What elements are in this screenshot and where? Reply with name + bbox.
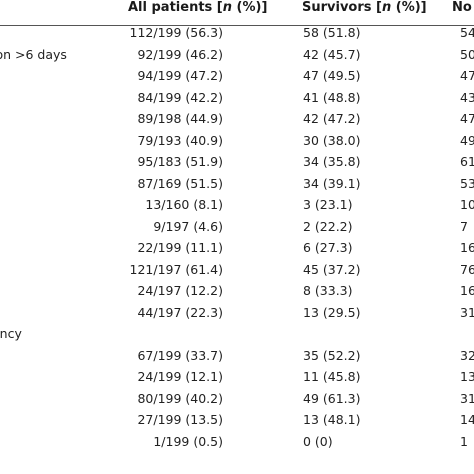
cell-all-patients: 79/193 (40.9): [137, 133, 223, 148]
cell-nonsurvivors: 31: [460, 305, 474, 320]
cell-survivors: 42 (45.7): [303, 47, 361, 62]
cell-nonsurvivors: 47: [460, 68, 474, 83]
cell-survivors: 11 (45.8): [303, 369, 361, 384]
cell-survivors: 49 (61.3): [303, 391, 361, 406]
cell-survivors: 13 (29.5): [303, 305, 361, 320]
cell-all-patients: 24/199 (12.1): [137, 369, 223, 384]
cell-nonsurvivors: 76: [460, 262, 474, 277]
cell-survivors: 41 (48.8): [303, 90, 361, 105]
cell-all-patients: 1/199 (0.5): [153, 434, 223, 449]
cell-survivors: 13 (48.1): [303, 412, 361, 427]
header-survivors: Survivors [n (%)]: [302, 0, 427, 16]
cell-survivors: 8 (33.3): [303, 283, 353, 298]
row-label: ancy: [0, 326, 22, 341]
cell-survivors: 42 (47.2): [303, 111, 361, 126]
cell-nonsurvivors: 43: [460, 90, 474, 105]
cell-nonsurvivors: 53: [460, 176, 474, 191]
cell-all-patients: 95/183 (51.9): [137, 154, 223, 169]
cell-all-patients: 13/160 (8.1): [145, 197, 223, 212]
cell-all-patients: 27/199 (13.5): [137, 412, 223, 427]
cell-nonsurvivors: 13: [460, 369, 474, 384]
cell-nonsurvivors: 61: [460, 154, 474, 169]
cell-survivors: 3 (23.1): [303, 197, 353, 212]
cell-all-patients: 112/199 (56.3): [129, 25, 224, 40]
cell-all-patients: 92/199 (46.2): [137, 47, 223, 62]
cell-all-patients: 24/197 (12.2): [137, 283, 223, 298]
cell-nonsurvivors: 1: [460, 434, 468, 449]
header-divider: [0, 25, 474, 26]
row-label: ion >6 days: [0, 47, 67, 62]
cell-survivors: 6 (27.3): [303, 240, 353, 255]
header-surv-suffix: (%)]: [391, 0, 427, 15]
header-surv-prefix: Survivors [: [302, 0, 382, 15]
cell-nonsurvivors: 54: [460, 25, 474, 40]
header-nonsurvivors: No: [452, 0, 472, 15]
cell-nonsurvivors: 50: [460, 47, 474, 62]
cell-nonsurvivors: 16: [460, 283, 474, 298]
cell-all-patients: 84/199 (42.2): [137, 90, 223, 105]
header-all-suffix: (%)]: [232, 0, 268, 15]
cell-nonsurvivors: 49: [460, 133, 474, 148]
cell-all-patients: 80/199 (40.2): [137, 391, 223, 406]
header-all-prefix: All patients [: [128, 0, 223, 15]
cell-survivors: 30 (38.0): [303, 133, 361, 148]
cell-survivors: 2 (22.2): [303, 219, 353, 234]
cell-nonsurvivors: 14: [460, 412, 474, 427]
cell-survivors: 0 (0): [303, 434, 333, 449]
cell-nonsurvivors: 31: [460, 391, 474, 406]
cell-all-patients: 44/197 (22.3): [137, 305, 223, 320]
cell-nonsurvivors: 47: [460, 111, 474, 126]
cell-survivors: 45 (37.2): [303, 262, 361, 277]
cell-all-patients: 22/199 (11.1): [137, 240, 223, 255]
cell-all-patients: 87/169 (51.5): [137, 176, 223, 191]
cell-all-patients: 121/197 (61.4): [129, 262, 224, 277]
cell-survivors: 58 (51.8): [303, 25, 361, 40]
cell-nonsurvivors: 7: [460, 219, 468, 234]
cell-nonsurvivors: 16: [460, 240, 474, 255]
cell-survivors: 35 (52.2): [303, 348, 361, 363]
cell-survivors: 47 (49.5): [303, 68, 361, 83]
cell-nonsurvivors: 10: [460, 197, 474, 212]
cell-all-patients: 9/197 (4.6): [153, 219, 223, 234]
cell-all-patients: 94/199 (47.2): [137, 68, 223, 83]
cell-all-patients: 89/198 (44.9): [137, 111, 223, 126]
cell-all-patients: 67/199 (33.7): [137, 348, 223, 363]
cell-nonsurvivors: 32: [460, 348, 474, 363]
cell-survivors: 34 (35.8): [303, 154, 361, 169]
header-all-patients: All patients [n (%)]: [128, 0, 267, 16]
header-all-n: n: [222, 0, 233, 15]
header-surv-n: n: [381, 0, 392, 15]
cell-survivors: 34 (39.1): [303, 176, 361, 191]
